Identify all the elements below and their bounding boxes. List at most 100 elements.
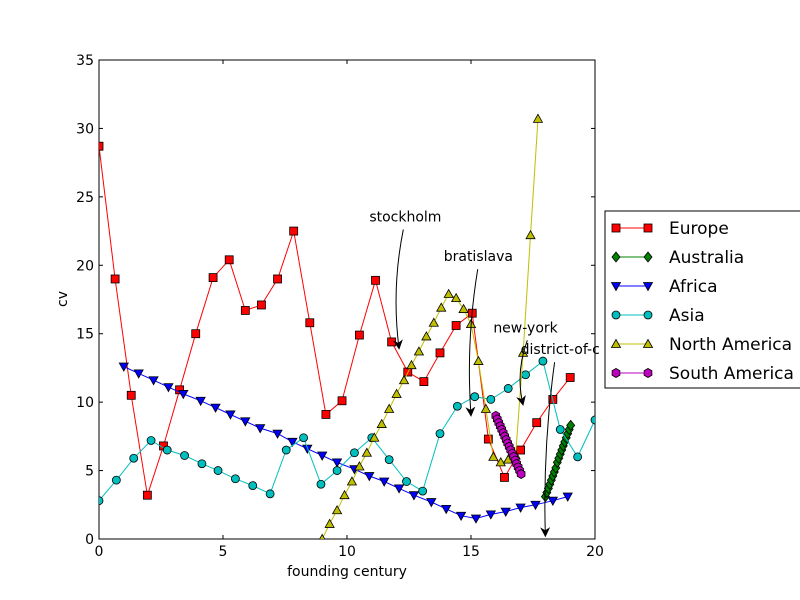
data-point	[441, 504, 452, 515]
data-point	[272, 429, 283, 439]
legend-item: South America	[611, 364, 794, 384]
data-point	[451, 321, 461, 330]
data-point	[483, 434, 493, 444]
data-point	[289, 226, 299, 236]
data-point	[406, 359, 417, 370]
data-point	[210, 403, 221, 413]
data-point	[408, 491, 420, 501]
data-point	[485, 510, 497, 520]
data-point	[500, 507, 511, 517]
data-point	[435, 348, 445, 358]
data-point	[503, 384, 513, 393]
data-point	[384, 455, 394, 465]
data-point	[562, 492, 573, 502]
data-point	[413, 346, 425, 356]
data-point	[361, 447, 373, 457]
data-point	[364, 472, 375, 482]
annotation-arrow	[540, 362, 556, 538]
data-point	[458, 303, 469, 313]
data-point	[240, 417, 251, 427]
data-point	[555, 425, 565, 434]
x-tick-label: 0	[95, 544, 104, 560]
x-tick-label: 15	[462, 544, 480, 560]
annotation-arrow	[465, 269, 479, 417]
legend-label: North America	[669, 335, 792, 355]
y-axis-label: cv	[55, 291, 71, 307]
data-point	[566, 419, 576, 432]
data-point	[450, 292, 462, 303]
legend-item: Asia	[611, 306, 705, 326]
series-asia	[99, 356, 595, 506]
data-point	[530, 500, 541, 511]
data-point	[371, 275, 380, 285]
data-point	[118, 362, 129, 372]
annotation-arrow	[516, 340, 528, 406]
data-point	[421, 331, 432, 341]
data-point	[142, 490, 152, 500]
data-point	[516, 469, 526, 479]
y-tick-label: 20	[76, 258, 94, 274]
legend-marker	[643, 251, 653, 263]
legend-label: Asia	[669, 306, 705, 326]
legend-marker	[611, 223, 621, 233]
data-point	[435, 429, 445, 439]
data-point	[521, 370, 530, 380]
data-point	[532, 418, 542, 428]
legend-marker	[643, 310, 653, 320]
data-point	[369, 432, 380, 442]
data-point	[436, 302, 447, 312]
data-point	[163, 383, 174, 393]
data-point	[393, 484, 405, 494]
data-point	[525, 229, 536, 240]
data-point	[230, 474, 240, 484]
data-point	[191, 329, 201, 339]
data-point	[350, 448, 359, 458]
x-tick-label: 5	[219, 544, 228, 560]
data-point	[111, 475, 121, 485]
x-tick-label: 10	[338, 544, 356, 560]
legend-label: Africa	[669, 277, 718, 297]
annotation-arrow	[392, 229, 404, 350]
data-point	[248, 481, 258, 491]
data-point	[391, 388, 402, 398]
data-point	[195, 396, 206, 407]
data-point	[273, 274, 282, 284]
y-tick-label: 5	[85, 464, 94, 480]
y-tick-label: 15	[76, 327, 94, 343]
data-point	[354, 330, 364, 340]
data-point	[383, 403, 395, 413]
series-layer	[99, 113, 595, 539]
data-point	[332, 466, 342, 475]
data-point	[126, 390, 136, 400]
data-point	[387, 337, 397, 347]
annotation-label: bratislava	[444, 249, 513, 265]
data-point	[452, 401, 462, 411]
data-point	[257, 300, 266, 310]
data-point	[538, 356, 548, 366]
data-point	[488, 451, 499, 461]
data-point	[346, 476, 358, 486]
data-point	[299, 433, 309, 443]
data-point	[197, 459, 207, 469]
data-point	[305, 318, 315, 328]
data-point	[455, 511, 467, 522]
data-point	[565, 373, 575, 382]
data-point	[129, 453, 139, 463]
data-point	[213, 466, 223, 475]
data-point	[99, 496, 104, 506]
legend-marker	[643, 223, 653, 233]
data-point	[240, 306, 250, 315]
data-point	[287, 437, 298, 448]
data-point	[590, 415, 595, 425]
legend-item: Australia	[611, 248, 744, 268]
y-axis: 0 5 10 15 20 25 30 35	[76, 53, 595, 548]
data-point	[419, 377, 429, 387]
data-point	[473, 355, 484, 365]
legend-marker	[642, 282, 654, 292]
data-point	[426, 498, 437, 508]
y-tick-label: 0	[85, 532, 94, 548]
data-point	[110, 274, 120, 284]
data-point	[339, 489, 350, 500]
data-point	[324, 518, 335, 528]
